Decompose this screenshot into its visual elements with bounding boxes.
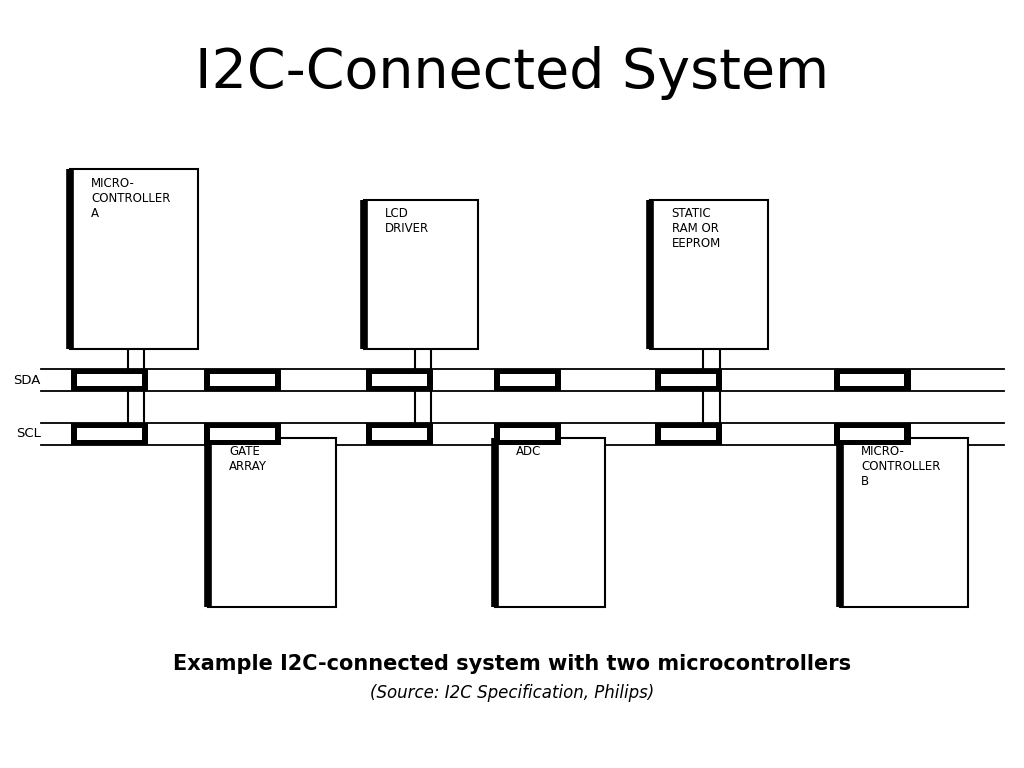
Bar [662, 374, 716, 386]
Text: Example I2C-connected system with two microcontrollers: Example I2C-connected system with two mi… [173, 654, 851, 674]
Bar [71, 369, 147, 391]
Bar [210, 374, 274, 386]
Bar [501, 428, 555, 440]
Bar [204, 369, 281, 391]
Bar [367, 369, 433, 391]
Bar [495, 423, 561, 445]
Bar [655, 369, 722, 391]
Text: I2C-Connected System: I2C-Connected System [195, 46, 829, 100]
Bar [840, 428, 904, 440]
Bar [840, 374, 904, 386]
Bar [373, 374, 427, 386]
Text: ADC: ADC [516, 445, 542, 458]
Text: SCL: SCL [16, 428, 41, 440]
Bar [655, 423, 722, 445]
Bar [373, 428, 427, 440]
Bar [834, 423, 910, 445]
Text: LCD
DRIVER: LCD DRIVER [385, 207, 429, 235]
Bar [77, 428, 141, 440]
Text: SDA: SDA [13, 374, 41, 386]
Bar [70, 169, 198, 349]
Bar [834, 369, 910, 391]
Bar [495, 438, 605, 607]
Text: GATE
ARRAY: GATE ARRAY [229, 445, 267, 473]
Bar [650, 200, 768, 349]
Bar [501, 374, 555, 386]
Bar [495, 369, 561, 391]
Bar [77, 374, 141, 386]
Bar [367, 423, 433, 445]
Bar [204, 423, 281, 445]
Bar [210, 428, 274, 440]
Bar [364, 200, 478, 349]
Text: STATIC
RAM OR
EEPROM: STATIC RAM OR EEPROM [672, 207, 721, 250]
Text: MICRO-
CONTROLLER
B: MICRO- CONTROLLER B [861, 445, 941, 488]
Bar [71, 423, 147, 445]
Text: (Source: I2C Specification, Philips): (Source: I2C Specification, Philips) [370, 684, 654, 702]
Bar [662, 428, 716, 440]
Text: MICRO-
CONTROLLER
A: MICRO- CONTROLLER A [91, 177, 171, 220]
Bar [840, 438, 968, 607]
Bar [208, 438, 336, 607]
